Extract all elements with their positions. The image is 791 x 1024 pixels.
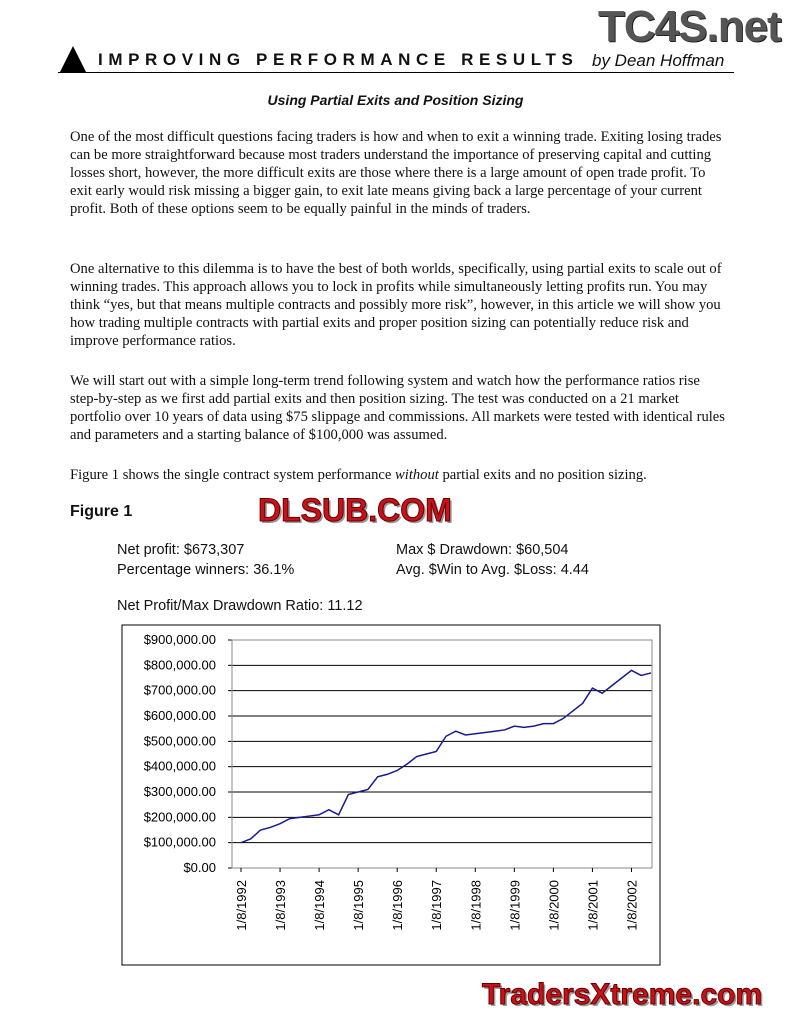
y-tick-label: $0.00 bbox=[183, 860, 216, 875]
text: partial exits and no position sizing. bbox=[438, 467, 647, 483]
x-tick-label: 1/8/2002 bbox=[624, 880, 639, 931]
y-tick-label: $700,000.00 bbox=[144, 683, 216, 698]
stat: Avg. $Win to Avg. $Loss: 4.44 bbox=[396, 562, 589, 578]
line bbox=[240, 669, 652, 844]
x-tick-label: 1/8/1993 bbox=[273, 880, 288, 931]
figure-title: Figure 1 bbox=[70, 503, 133, 520]
x-tick-label: 1/8/1997 bbox=[429, 880, 444, 931]
subtitle: Using Partial Exits and Position Sizing bbox=[267, 92, 524, 108]
logo: TC4S.net bbox=[598, 2, 782, 51]
y-tick-label: $200,000.00 bbox=[144, 809, 216, 824]
y-tick-label: $100,000.00 bbox=[144, 835, 216, 850]
byline: by Dean Hoffman bbox=[592, 51, 725, 70]
chart-frame bbox=[121, 624, 661, 966]
stat: Percentage winners: 36.1% bbox=[117, 562, 295, 578]
watermark: DLSUB.COM bbox=[258, 492, 453, 529]
header-title: IMPROVING PERFORMANCE RESULTS bbox=[98, 50, 579, 69]
x-tick-label: 1/8/2001 bbox=[585, 880, 600, 931]
plot-area bbox=[231, 639, 653, 869]
x-tick-label: 1/8/2000 bbox=[546, 880, 561, 931]
paragraph: One of the most difficult questions faci… bbox=[70, 128, 730, 218]
y-tick-label: $400,000.00 bbox=[144, 759, 216, 774]
x-tick-label: 1/8/1996 bbox=[390, 880, 405, 931]
header-rule bbox=[58, 72, 734, 73]
stat: Max $ Drawdown: $60,504 bbox=[396, 542, 569, 558]
watermark: TradersXtreme.com bbox=[481, 978, 763, 1012]
paragraph: We will start out with a simple long-ter… bbox=[70, 372, 730, 444]
x-tick-label: 1/8/1994 bbox=[312, 880, 327, 931]
y-tick-label: $300,000.00 bbox=[144, 784, 216, 799]
paragraph: One alternative to this dilemma is to ha… bbox=[70, 260, 730, 350]
y-tick-label: $800,000.00 bbox=[144, 657, 216, 672]
stat: Net profit: $673,307 bbox=[117, 542, 245, 558]
text: We will start out with a simple long-ter… bbox=[70, 373, 725, 443]
header-triangle bbox=[60, 46, 86, 72]
y-tick-label: $500,000.00 bbox=[144, 733, 216, 748]
y-tick-label: $600,000.00 bbox=[144, 708, 216, 723]
x-tick-label: 1/8/1995 bbox=[351, 880, 366, 931]
paragraph: Figure 1 shows the single contract syste… bbox=[70, 466, 730, 484]
y-tick-label: $900,000.00 bbox=[144, 632, 216, 647]
text: Figure 1 shows the single contract syste… bbox=[70, 467, 396, 483]
text: without bbox=[395, 467, 439, 483]
x-tick-label: 1/8/1992 bbox=[234, 880, 249, 931]
x-tick-label: 1/8/1998 bbox=[468, 880, 483, 931]
text: One of the most difficult questions faci… bbox=[70, 129, 722, 217]
text: One alternative to this dilemma is to ha… bbox=[70, 261, 722, 349]
x-tick-label: 1/8/1999 bbox=[507, 880, 522, 931]
stat: Net Profit/Max Drawdown Ratio: 11.12 bbox=[117, 598, 363, 614]
